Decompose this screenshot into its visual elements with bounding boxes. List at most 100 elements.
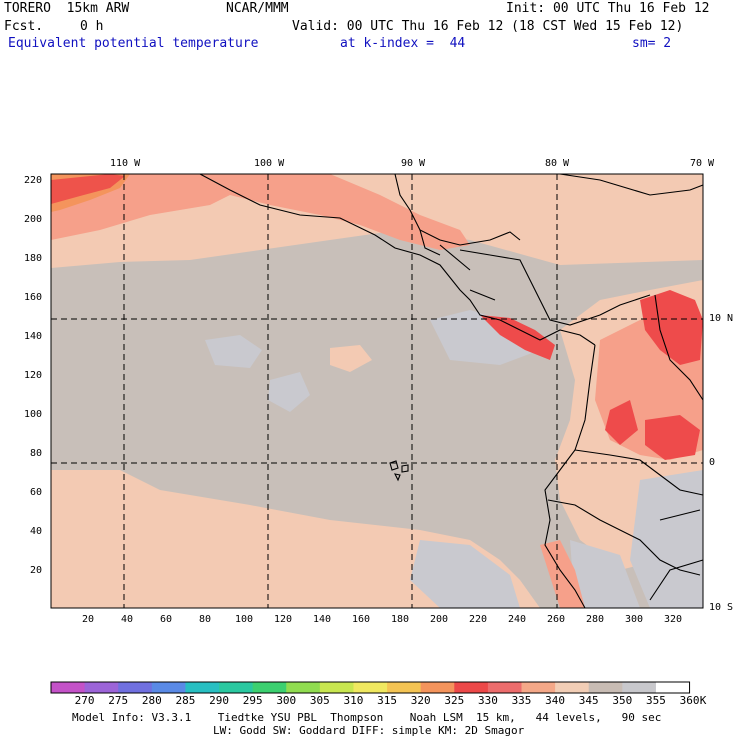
x-tick: 20 (82, 614, 95, 625)
colorbar-swatch (51, 682, 86, 693)
y-tick: 160 (24, 292, 43, 303)
x-tick: 80 (199, 614, 212, 625)
x-tick: 200 (430, 614, 449, 625)
red-colombia-north (640, 290, 703, 365)
gray-patch-1 (205, 335, 262, 368)
gray-patch-5 (630, 470, 703, 608)
colorbar-swatch (252, 682, 287, 693)
latlon-grid (51, 174, 703, 608)
cuba-coast (559, 173, 704, 196)
x-tick: 260 (547, 614, 566, 625)
init-time: Init: 00 UTC Thu 16 Feb 12 (506, 1, 710, 16)
colorbar-swatch (420, 682, 455, 693)
colorbar-swatch (387, 682, 422, 693)
colorbar (50, 681, 691, 694)
colorbar-swatch (454, 682, 489, 693)
brazil-border (649, 509, 704, 601)
colorbar-level: 290 (209, 694, 229, 707)
ecuador-peru-border (547, 499, 701, 576)
colorbar-level: 310 (343, 694, 364, 707)
physics-info: LW: Godd SW: Goddard DIFF: simple KM: 2D… (213, 724, 525, 737)
galapagos-islands (389, 460, 409, 482)
colorbar-level: 320 (410, 694, 431, 707)
colorbar-level: 355 (646, 694, 666, 707)
colorbar-level: 330 (477, 694, 498, 707)
valid-time: Valid: 00 UTC Thu 16 Feb 12 (18 CST Wed … (292, 19, 684, 34)
model-title: TORERO 15km ARW (4, 1, 130, 16)
lat-label-10n: 10 N (709, 313, 734, 324)
red-costa-rica (480, 315, 555, 360)
colorbar-swatch (185, 682, 220, 693)
colorbar-level: 315 (377, 694, 398, 707)
colorbar-level: 335 (511, 694, 532, 707)
lat-label-10s: 10 S (709, 602, 734, 613)
y-tick: 100 (24, 409, 43, 420)
gray-patch-2 (268, 372, 310, 412)
forecast-hour: 0 h (80, 19, 104, 34)
map-frame (50, 173, 704, 609)
central-america-border (419, 229, 496, 301)
red-colombia-mid (605, 400, 638, 445)
colorbar-level: 295 (242, 694, 263, 707)
colorbar-swatch (487, 682, 523, 693)
lon-label-110w: 110 W (110, 158, 141, 169)
colorbar-swatch (555, 682, 590, 693)
x-tick: 160 (352, 614, 371, 625)
x-tick: 240 (508, 614, 527, 625)
gray-patch-4 (410, 540, 520, 608)
colorbar-level: 270 (74, 694, 95, 707)
peach-patch-1 (330, 345, 372, 372)
x-tick: 220 (469, 614, 488, 625)
lon-label-70w: 70 W (690, 158, 715, 169)
colorbar-swatch (353, 682, 388, 693)
y-tick: 40 (30, 526, 43, 537)
mexico-coast (199, 173, 596, 346)
y-tick: 60 (30, 487, 43, 498)
colorbar-swatch (319, 682, 354, 693)
lon-label-80w: 80 W (545, 158, 570, 169)
y-tick: 120 (24, 370, 43, 381)
colorbar-level: 300 (276, 694, 297, 707)
venezuela-border (654, 294, 704, 401)
colorbar-swatch (655, 682, 691, 693)
y-tick: 200 (24, 214, 43, 225)
red-nw-strip (51, 174, 125, 204)
model-info: Model Info: V3.3.1 Tiedtke YSU PBL Thomp… (72, 711, 662, 724)
coastlines (199, 173, 704, 609)
field-name: Equivalent potential temperature (8, 36, 259, 51)
y-tick: 220 (24, 175, 43, 186)
colorbar-level: 350 (612, 694, 633, 707)
colorbar-swatch (286, 682, 321, 693)
gray-patch-6 (570, 540, 640, 608)
colorbar-level: 345 (578, 694, 599, 707)
colorbar-swatch (151, 682, 186, 693)
colorbar-level: 360 (679, 694, 700, 707)
colorbar-swatch (622, 682, 657, 693)
colorbar-swatch (521, 682, 556, 693)
level-index: at k-index = 44 (340, 36, 466, 51)
forecast-label: Fcst. (4, 19, 44, 34)
x-tick: 60 (160, 614, 173, 625)
peach-patch-2 (55, 558, 78, 580)
colorbar-level: 340 (545, 694, 566, 707)
colorbar-unit: K (699, 694, 707, 707)
organization: NCAR/MMM (226, 1, 289, 16)
colorbar-swatch (84, 682, 119, 693)
colorbar-level: 285 (175, 694, 196, 707)
x-tick: 40 (121, 614, 134, 625)
x-tick: 320 (664, 614, 683, 625)
colorbar-frame (50, 681, 691, 694)
colorbar-level: 275 (108, 694, 129, 707)
caribbean-coast (489, 254, 651, 326)
south-america-coast (544, 344, 596, 609)
colorbar-swatch (588, 682, 623, 693)
x-tick: 140 (313, 614, 332, 625)
colorbar-level: 305 (309, 694, 330, 707)
smoothing-value: sm= 2 (632, 36, 672, 51)
lon-label-100w: 100 W (254, 158, 285, 169)
y-tick: 20 (30, 565, 43, 576)
x-tick: 300 (625, 614, 644, 625)
y-tick: 80 (30, 448, 43, 459)
colombia-border (574, 449, 704, 496)
